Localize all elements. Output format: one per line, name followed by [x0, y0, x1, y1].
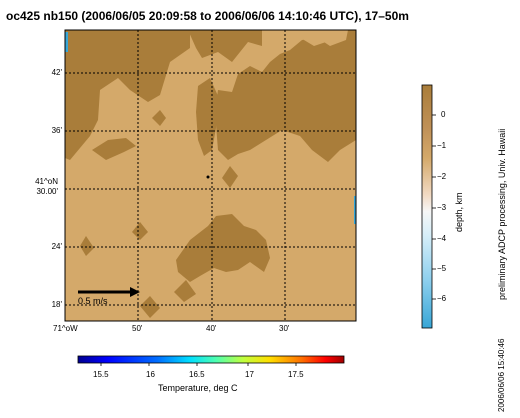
- temperature-colorbar-label: Temperature, deg C: [158, 383, 238, 393]
- depth-tick-1: −1: [437, 141, 447, 150]
- depth-tick-5: −5: [437, 264, 447, 273]
- temp-tick-17-5: 17.5: [288, 370, 304, 379]
- lat-label-42: 42': [51, 68, 62, 77]
- depth-colorbar-label: depth, km: [454, 192, 464, 232]
- dark-blob-left: [92, 138, 136, 160]
- depth-tick-6: −6: [437, 294, 447, 303]
- temp-tick-17: 17: [245, 370, 254, 379]
- left-edge-sliver: [65, 32, 68, 52]
- dark-blob-lower-mid: [174, 280, 196, 302]
- depth-tick-3: −3: [437, 203, 447, 212]
- lon-label-30: 30': [279, 324, 290, 333]
- dark-region-top-mid: [188, 30, 262, 62]
- depth-tick-0: 0: [441, 110, 446, 119]
- depth-tick-4: −4: [437, 234, 447, 243]
- dark-blob-small-3: [326, 122, 342, 136]
- light-patch-upper-right: [276, 30, 298, 46]
- plot-title: oc425 nb150 (2006/06/05 20:09:58 to 2006…: [6, 9, 409, 23]
- lon-label-40: 40': [206, 324, 217, 333]
- dark-blob-lower-left-2: [132, 222, 148, 240]
- timestamp: 2006/06/06 15:40:46: [497, 338, 506, 412]
- lat-label-24: 24': [51, 242, 62, 251]
- lat-label-18: 18': [51, 300, 62, 309]
- bathymetry-layer: [65, 30, 356, 321]
- depth-tick-2: −2: [437, 172, 447, 181]
- map-frame: [64, 29, 357, 322]
- right-edge-sliver: [354, 196, 356, 224]
- dark-blob-bottom: [140, 296, 160, 318]
- lon-label-71w: 71^oW: [53, 324, 78, 333]
- dark-ridge-center: [196, 78, 218, 156]
- temperature-colorbar: [77, 355, 345, 364]
- dark-region-upper-left: [65, 30, 190, 160]
- lat-label-36: 36': [51, 126, 62, 135]
- ship-track-point: [206, 175, 210, 179]
- vector-scale-arrow: [78, 287, 140, 297]
- lat-label-41n30: 41^oN 30.00': [35, 177, 58, 196]
- vector-scale-label: 0.5 m/s: [78, 296, 108, 306]
- depth-colorbar: [421, 84, 433, 329]
- light-patch-notch: [300, 30, 326, 46]
- temp-tick-15-5: 15.5: [93, 370, 109, 379]
- temperature-colorbar-ticks: [100, 363, 297, 366]
- temp-tick-16: 16: [146, 370, 155, 379]
- dark-blob-lower-left-1: [80, 236, 94, 256]
- processing-credit: preliminary ADCP processing, Univ. Hawai…: [497, 128, 507, 300]
- lon-label-50: 50': [132, 324, 143, 333]
- dark-blob-small-2: [222, 166, 238, 188]
- temp-tick-16-5: 16.5: [189, 370, 205, 379]
- dark-blob-small-1: [152, 110, 166, 126]
- depth-colorbar-ticks: [432, 114, 436, 300]
- dark-region-lower-center: [176, 214, 270, 282]
